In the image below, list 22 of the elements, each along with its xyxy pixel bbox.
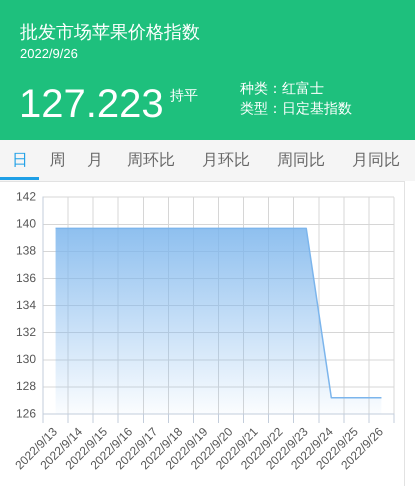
chart-subtitle: 2022/9/26: [20, 46, 78, 62]
text: 周环比: [126, 151, 176, 171]
text: 种类：红富士: [240, 79, 324, 97]
y-tick-label: 132: [16, 325, 36, 340]
text: 持平: [170, 87, 198, 103]
text: 月: [86, 151, 104, 171]
text: 周同比: [276, 151, 326, 171]
text: 周: [48, 151, 66, 171]
y-tick-label: 142: [16, 190, 36, 204]
text: 月同比: [351, 151, 401, 171]
y-tick-label: 138: [16, 244, 36, 258]
chart-title: 批发市场苹果价格指数: [20, 21, 200, 44]
y-tick-label: 128: [16, 379, 36, 394]
text: 月环比: [201, 151, 251, 171]
y-tick-label: 136: [16, 270, 36, 285]
y-tick-label: 126: [16, 406, 36, 420]
text: 类型：日定基指数: [240, 99, 352, 117]
y-tick-label: 130: [16, 352, 36, 366]
y-tick-label: 140: [16, 216, 36, 231]
text: 日: [10, 151, 29, 171]
text: 127.223: [19, 82, 164, 126]
y-tick-label: 134: [16, 298, 36, 312]
